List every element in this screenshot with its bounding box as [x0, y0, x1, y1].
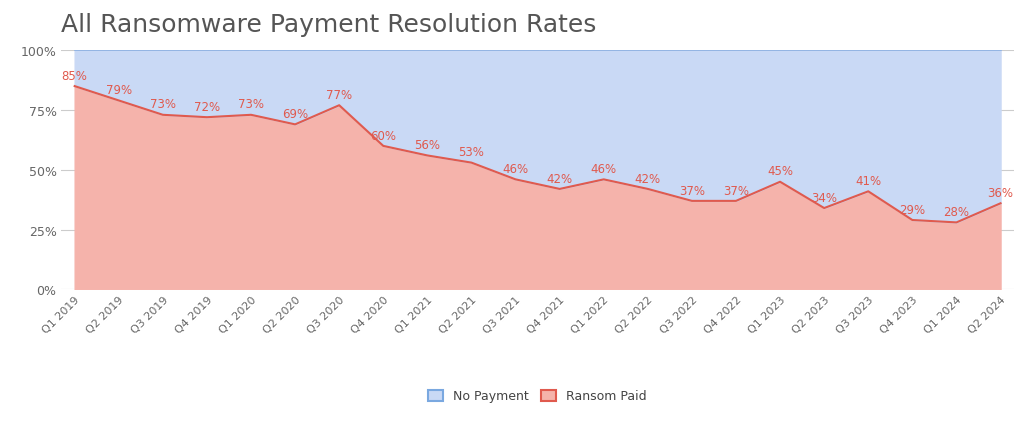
Text: 79%: 79%	[105, 84, 132, 97]
Text: 56%: 56%	[415, 139, 440, 152]
Text: 41%: 41%	[855, 175, 882, 187]
Text: 73%: 73%	[238, 98, 264, 111]
Text: 77%: 77%	[326, 89, 352, 102]
Text: 36%: 36%	[987, 187, 1014, 199]
Text: 34%: 34%	[811, 191, 838, 204]
Text: All Ransomware Payment Resolution Rates: All Ransomware Payment Resolution Rates	[61, 13, 597, 37]
Text: 42%: 42%	[547, 172, 572, 185]
Text: 72%: 72%	[194, 101, 220, 114]
Text: 45%: 45%	[767, 165, 794, 178]
Text: 73%: 73%	[150, 98, 176, 111]
Text: 46%: 46%	[503, 163, 528, 176]
Text: 69%: 69%	[282, 108, 308, 121]
Text: 37%: 37%	[723, 184, 749, 197]
Text: 42%: 42%	[635, 172, 660, 185]
Text: 37%: 37%	[679, 184, 705, 197]
Text: 29%: 29%	[899, 203, 926, 216]
Legend: No Payment, Ransom Paid: No Payment, Ransom Paid	[423, 385, 652, 408]
Text: 85%: 85%	[61, 69, 88, 83]
Text: 60%: 60%	[371, 129, 396, 142]
Text: 28%: 28%	[943, 206, 970, 219]
Text: 53%: 53%	[459, 146, 484, 159]
Text: 46%: 46%	[591, 163, 616, 176]
